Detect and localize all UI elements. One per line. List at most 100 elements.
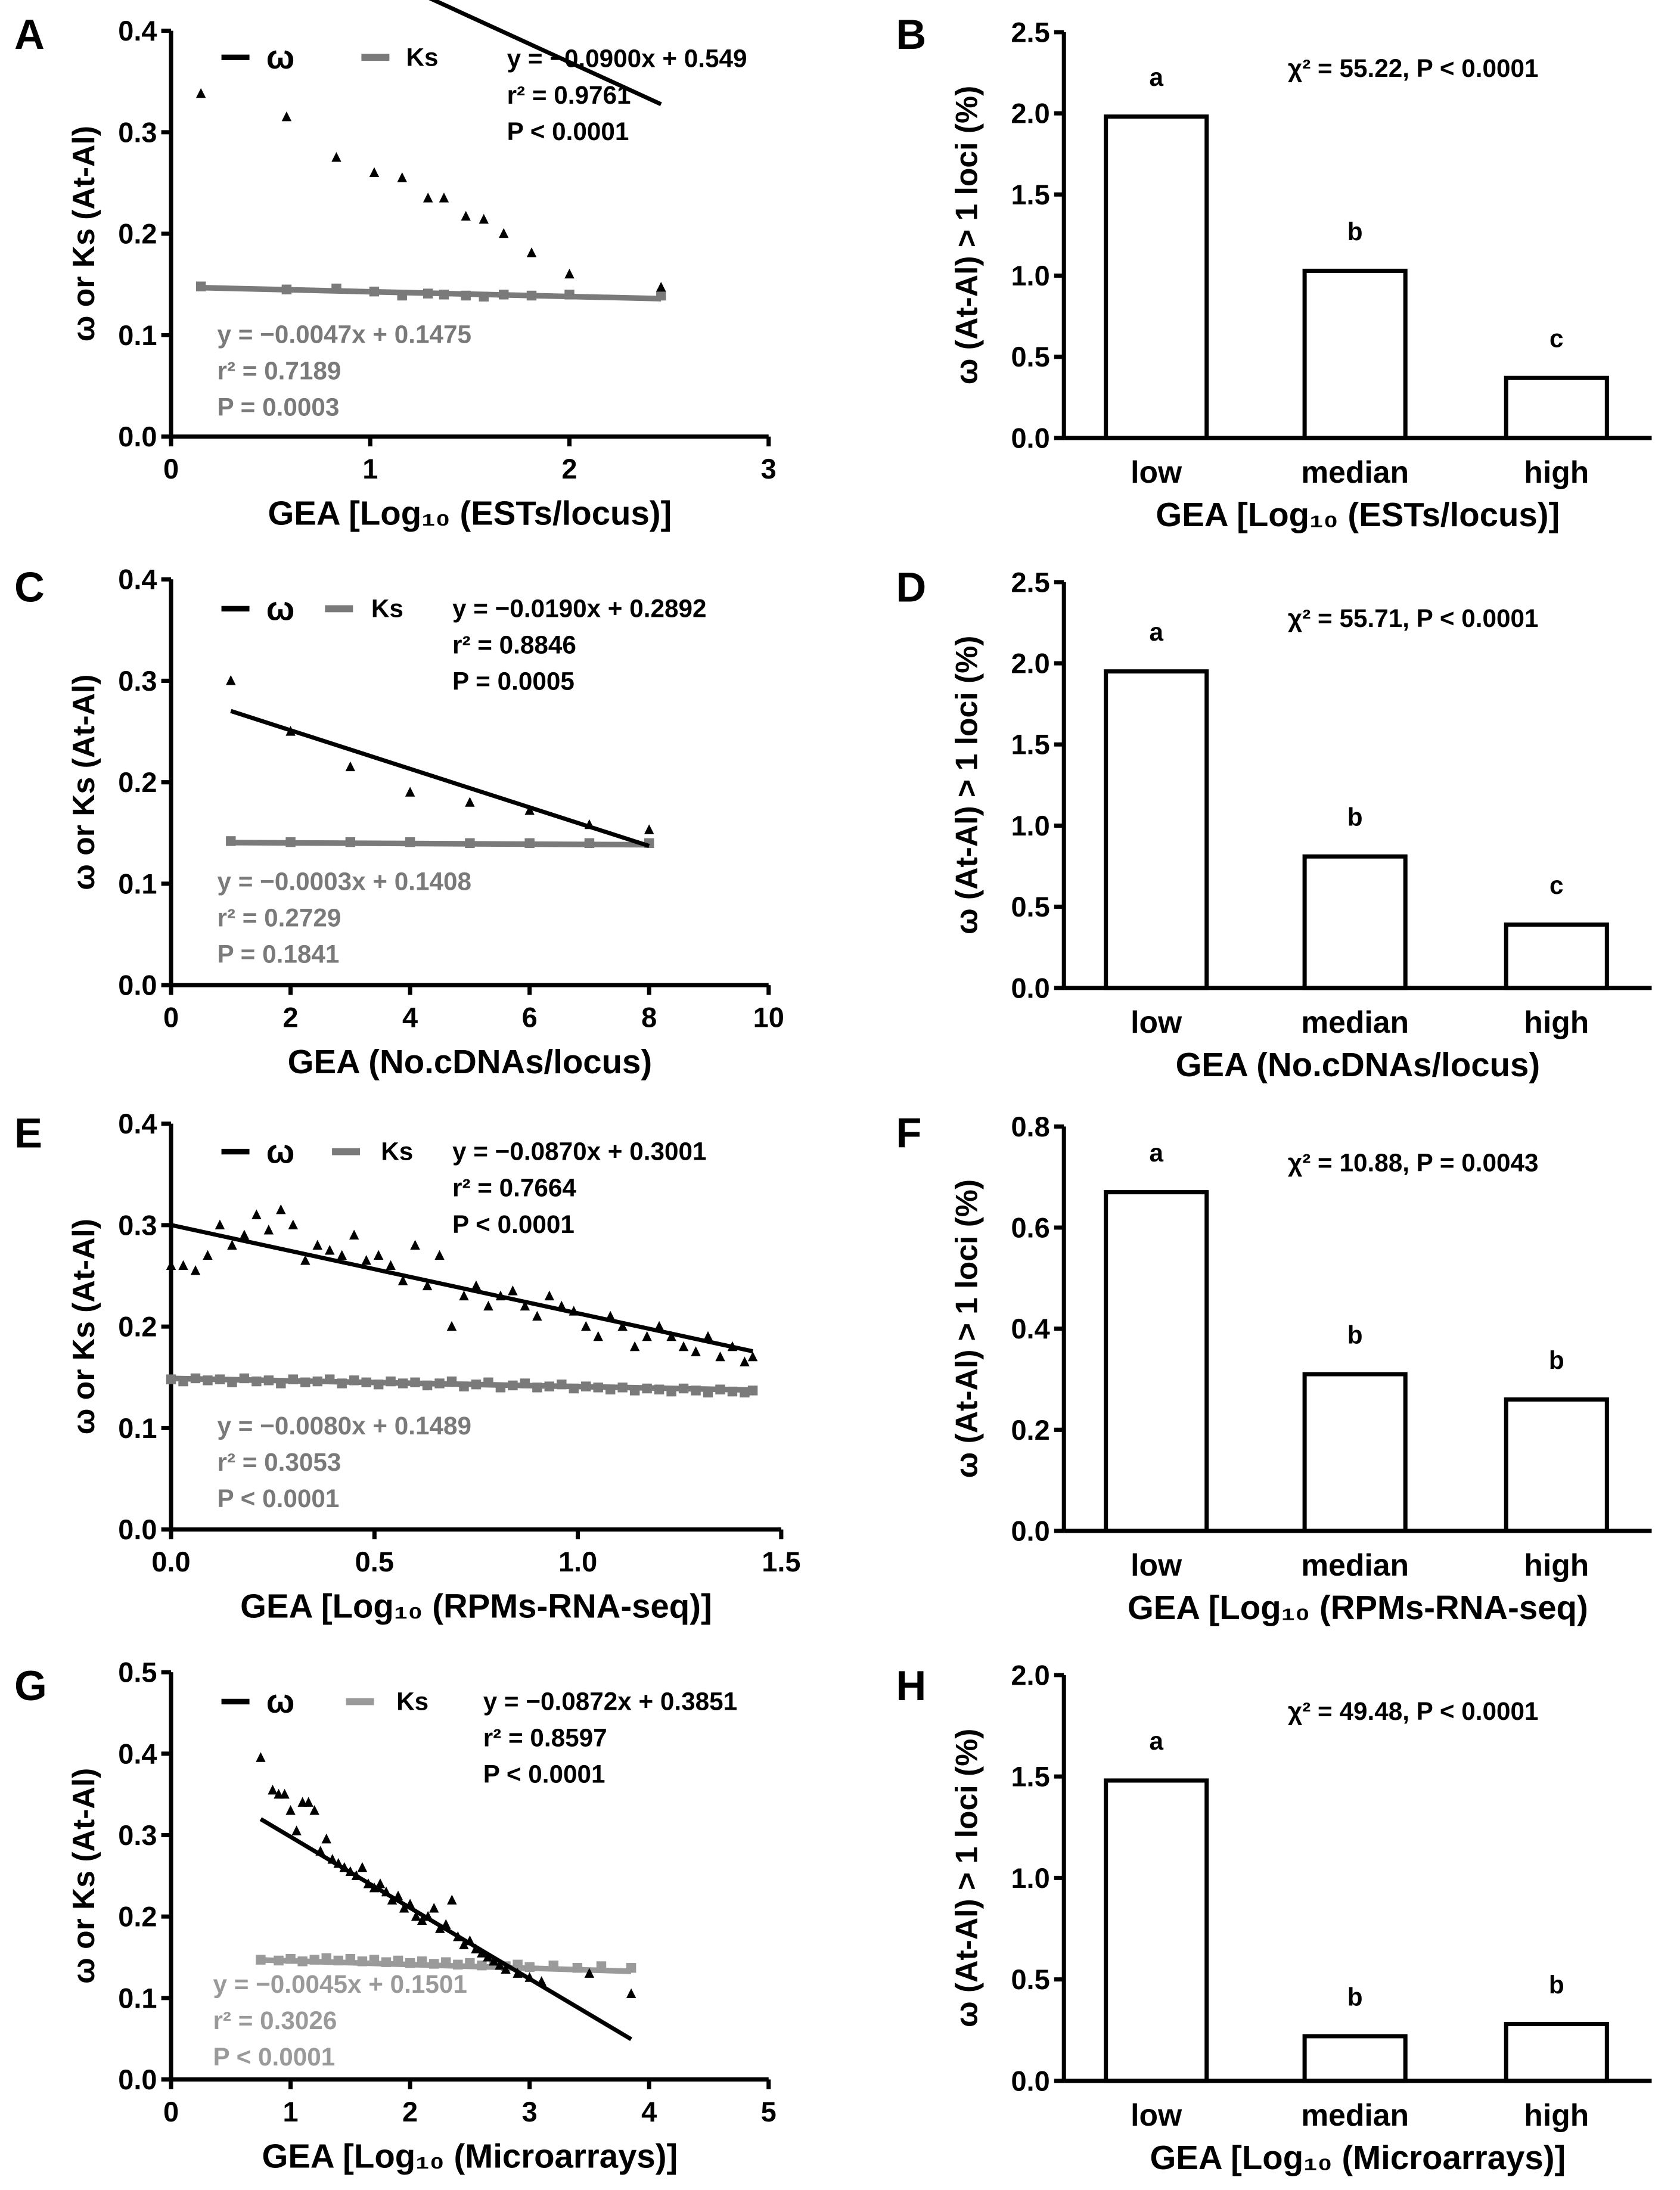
omega-equation-line: r² = 0.9761 <box>507 81 631 109</box>
omega-equation-line: P < 0.0001 <box>507 117 629 145</box>
y-tick-label: 0.0 <box>118 421 157 452</box>
x-category-label: high <box>1524 1548 1589 1582</box>
x-category-label: low <box>1131 455 1182 489</box>
y-tick-label: 0.0 <box>1011 972 1049 1004</box>
omega-point <box>178 1260 188 1270</box>
omega-point <box>459 1290 469 1301</box>
omega-point <box>489 1955 499 1966</box>
significance-letter: b <box>1347 1321 1363 1349</box>
x-category-label: median <box>1301 2098 1409 2132</box>
panel-f: F 0.0 0.2 0.4 0.6 0.8 ω (At-Al) > 1 loci (%) GE… <box>896 1110 1652 1626</box>
y-axis-label: ω or Ks (At-Al) <box>66 675 101 890</box>
omega-point <box>524 804 535 815</box>
omega-point <box>227 1240 237 1250</box>
omega-point <box>398 1275 408 1285</box>
y-tick-label: 0.8 <box>1011 1111 1049 1142</box>
x-axis-label: GEA (No.cDNAs/locus) <box>288 1043 653 1080</box>
ks-equation-line: r² = 0.3026 <box>213 2006 337 2034</box>
panel-letter: H <box>896 1662 926 1709</box>
omega-point <box>446 1321 457 1331</box>
omega-point <box>410 1240 420 1250</box>
omega-point <box>544 1290 555 1301</box>
x-tick-label: 2 <box>561 453 577 484</box>
y-tick-label: 0.2 <box>118 1311 157 1343</box>
omega-point <box>581 1321 591 1331</box>
significance-letter: c <box>1549 871 1563 899</box>
ks-equation-line: P < 0.0001 <box>213 2043 335 2071</box>
omega-point <box>439 192 449 203</box>
omega-point <box>584 1968 595 1978</box>
omega-point <box>461 210 471 221</box>
omega-point <box>417 1915 427 1925</box>
x-tick-label: 8 <box>641 1002 657 1033</box>
omega-point <box>471 1280 482 1291</box>
y-tick-label: 0.3 <box>118 665 157 697</box>
omega-point <box>337 1250 347 1260</box>
significance-letter: a <box>1149 1727 1163 1755</box>
omega-point <box>666 1331 676 1341</box>
y-tick-label: 0.4 <box>118 15 157 46</box>
omega-point <box>593 1331 603 1341</box>
bar-low <box>1104 114 1209 440</box>
ks-equation-line: P < 0.0001 <box>218 1484 340 1512</box>
bar-median <box>1302 2034 1408 2083</box>
legend-omega-label: ω <box>266 1132 295 1170</box>
omega-point <box>256 1752 266 1762</box>
panel-b: B 0.0 0.5 1.0 1.5 2.0 2.5 ω (At-Al) > 1 loci (%… <box>896 11 1652 533</box>
ks-fit-line <box>231 840 650 848</box>
omega-point <box>479 213 489 224</box>
omega-point <box>239 1229 250 1240</box>
omega-equation-line: y = −0.0190x + 0.2892 <box>452 595 706 623</box>
bar-high <box>1504 375 1609 440</box>
omega-fit-line <box>428 0 662 107</box>
omega-point <box>285 1805 296 1815</box>
omega-point <box>629 1341 640 1352</box>
omega-point <box>288 1219 299 1229</box>
omega-point <box>465 797 475 807</box>
y-tick-label: 0.0 <box>1011 2065 1049 2096</box>
ks-equation-line: r² = 0.3053 <box>218 1448 341 1476</box>
omega-point <box>459 1939 469 1950</box>
chi-square-stat: χ² = 49.48, P < 0.0001 <box>1288 1697 1539 1725</box>
x-tick-label: 10 <box>753 1002 784 1033</box>
omega-point <box>483 1952 493 1962</box>
omega-fit-line <box>259 1817 632 2042</box>
panel-letter: G <box>14 1662 47 1709</box>
omega-equation-line: P < 0.0001 <box>452 1210 575 1238</box>
panel-a: A 0.0 0.1 0.2 0.3 0.4 ω or Ks (At-Al) GEA [Log₁… <box>14 0 777 532</box>
panel-g: G 0.0 0.1 0.2 0.3 0.4 0.5 ω or Ks (At-Al) GEA [L… <box>14 1657 777 2175</box>
x-tick-label: 3 <box>761 453 777 484</box>
omega-point <box>617 1321 628 1331</box>
ks-equation-line: r² = 0.2729 <box>218 904 341 932</box>
y-tick-label: 0.2 <box>118 218 157 250</box>
panel-d: D 0.0 0.5 1.0 1.5 2.0 2.5 ω (At-Al) > 1 loci (%… <box>896 564 1652 1083</box>
bar-low <box>1104 1190 1209 1533</box>
omega-point <box>195 88 206 98</box>
x-tick-label: 4 <box>641 2096 657 2127</box>
omega-point <box>656 281 666 292</box>
omega-point <box>626 1988 636 1999</box>
omega-point <box>399 1903 409 1913</box>
y-tick-label: 0.3 <box>118 116 157 148</box>
y-tick-label: 0.0 <box>118 1514 157 1545</box>
ks-equation-line: P = 0.1841 <box>218 940 340 968</box>
panel-letter: D <box>896 564 926 611</box>
omega-point <box>422 1280 433 1291</box>
y-axis-label: ω (At-Al) > 1 loci (%) <box>949 1729 984 2027</box>
ks-fit-line <box>170 1375 753 1393</box>
x-axis-label: GEA [Log₁₀ (ESTs/locus)] <box>1156 496 1560 533</box>
y-tick-label: 0.6 <box>1011 1212 1049 1243</box>
ks-equation-line: r² = 0.7189 <box>218 356 341 384</box>
omega-point <box>644 824 654 834</box>
y-tick-label: 0.1 <box>118 319 157 351</box>
bar-high <box>1504 922 1609 990</box>
omega-point <box>405 787 415 797</box>
omega-equation-line: r² = 0.7664 <box>452 1174 576 1202</box>
panel-letter: E <box>14 1110 42 1157</box>
y-tick-label: 1.0 <box>1011 810 1049 841</box>
x-category-label: high <box>1524 1005 1589 1039</box>
significance-letter: b <box>1549 1346 1564 1374</box>
omega-point <box>715 1351 725 1362</box>
y-axis-label: ω or Ks (At-Al) <box>66 1219 101 1434</box>
y-tick-label: 0.2 <box>118 1901 157 1933</box>
